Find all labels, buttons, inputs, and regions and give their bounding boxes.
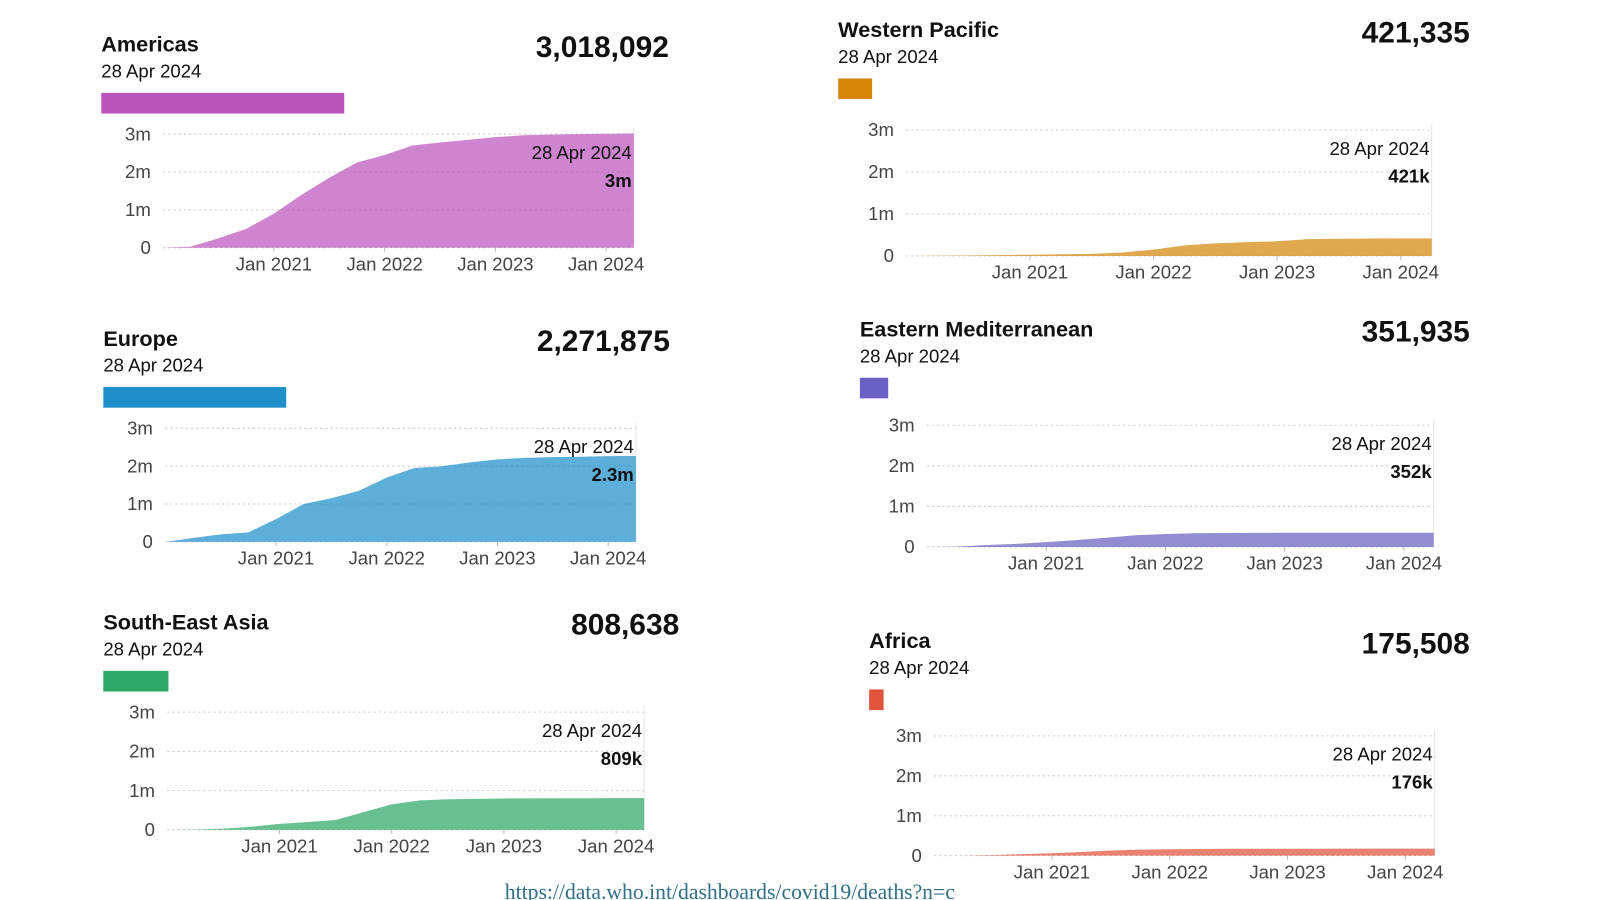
x-tick-label: Jan 2024	[1366, 553, 1442, 574]
y-tick-label: 3m	[125, 123, 151, 144]
x-tick-label: Jan 2022	[346, 253, 422, 274]
panel-total: 421,335	[1362, 16, 1470, 49]
y-tick-label: 0	[140, 237, 150, 258]
x-tick-label: Jan 2022	[1115, 262, 1191, 283]
panel-total: 175,508	[1362, 627, 1470, 660]
panel-title: Africa	[869, 628, 931, 653]
y-tick-label: 3m	[896, 725, 922, 746]
annotation-value: 2.3m	[592, 464, 634, 485]
total-bar	[101, 92, 345, 114]
total-bar	[869, 689, 884, 711]
x-tick-label: Jan 2024	[578, 836, 654, 857]
panel-total: 3,018,092	[536, 31, 669, 64]
panel-total: 808,638	[571, 609, 679, 642]
panel-date: 28 Apr 2024	[869, 657, 969, 678]
x-tick-label: Jan 2024	[568, 253, 644, 274]
annotation-date: 28 Apr 2024	[1332, 433, 1432, 454]
panel-date: 28 Apr 2024	[101, 60, 201, 81]
panel-title: Eastern Mediterranean	[860, 316, 1094, 341]
x-tick-label: Jan 2022	[1127, 553, 1203, 574]
y-tick-label: 2m	[868, 161, 894, 182]
panel-title: Western Pacific	[838, 17, 999, 42]
annotation-date: 28 Apr 2024	[1329, 138, 1429, 159]
annotation-value: 352k	[1390, 461, 1432, 482]
total-bar	[838, 78, 873, 100]
annotation-value: 176k	[1391, 772, 1433, 793]
x-tick-label: Jan 2023	[1249, 861, 1325, 882]
y-tick-label: 1m	[127, 493, 153, 514]
annotation-date: 28 Apr 2024	[542, 720, 642, 741]
y-tick-label: 0	[145, 819, 155, 840]
total-bar	[103, 670, 169, 692]
x-tick-label: Jan 2021	[1014, 861, 1090, 882]
annotation-value: 809k	[601, 748, 643, 769]
panel-date: 28 Apr 2024	[103, 355, 203, 376]
x-tick-label: Jan 2021	[236, 253, 312, 274]
x-tick-label: Jan 2021	[1008, 553, 1084, 574]
x-tick-label: Jan 2021	[992, 262, 1068, 283]
panel-total: 2,271,875	[537, 325, 670, 358]
panel-date: 28 Apr 2024	[838, 46, 938, 67]
y-tick-label: 0	[904, 536, 914, 557]
x-tick-label: Jan 2023	[1246, 553, 1322, 574]
x-tick-label: Jan 2024	[1363, 262, 1439, 283]
annotation-date: 28 Apr 2024	[1333, 744, 1433, 765]
annotation-value: 421k	[1388, 166, 1430, 187]
y-tick-label: 3m	[868, 119, 894, 140]
area	[167, 798, 645, 830]
total-bar	[103, 387, 287, 408]
area	[906, 238, 1432, 256]
source-link[interactable]: https://data.who.int/dashboards/covid19/…	[505, 880, 955, 900]
y-tick-label: 2m	[889, 455, 915, 476]
panel-title: Americas	[101, 32, 199, 57]
area	[165, 455, 636, 542]
y-tick-label: 1m	[889, 496, 915, 517]
y-tick-label: 3m	[127, 418, 153, 439]
panel-date: 28 Apr 2024	[860, 345, 960, 366]
y-tick-label: 0	[911, 845, 921, 866]
y-tick-label: 1m	[125, 199, 151, 220]
x-tick-label: Jan 2023	[457, 253, 533, 274]
area	[934, 848, 1435, 856]
annotation-value: 3m	[605, 170, 632, 191]
x-tick-label: Jan 2024	[1367, 861, 1443, 882]
x-tick-label: Jan 2023	[1239, 262, 1315, 283]
x-tick-label: Jan 2024	[570, 548, 646, 569]
panel-total: 351,935	[1362, 316, 1470, 349]
annotation-date: 28 Apr 2024	[532, 142, 632, 163]
x-tick-label: Jan 2023	[459, 548, 535, 569]
y-tick-label: 2m	[127, 455, 153, 476]
y-tick-label: 2m	[129, 741, 155, 762]
panel-date: 28 Apr 2024	[103, 638, 203, 659]
y-tick-label: 1m	[896, 805, 922, 826]
x-tick-label: Jan 2023	[466, 836, 542, 857]
panel-title: South-East Asia	[103, 610, 269, 635]
y-tick-label: 3m	[889, 414, 915, 435]
x-tick-label: Jan 2022	[354, 836, 430, 857]
annotation-date: 28 Apr 2024	[534, 436, 634, 457]
total-bar	[859, 377, 889, 399]
x-tick-label: Jan 2021	[241, 836, 317, 857]
y-tick-label: 1m	[129, 780, 155, 801]
y-tick-label: 3m	[129, 701, 155, 722]
x-tick-label: Jan 2022	[349, 548, 425, 569]
y-tick-label: 0	[143, 531, 153, 552]
y-tick-label: 2m	[125, 161, 151, 182]
area	[926, 532, 1434, 548]
panel-title: Europe	[103, 326, 178, 351]
x-tick-label: Jan 2021	[238, 548, 314, 569]
x-tick-label: Jan 2022	[1132, 861, 1208, 882]
y-tick-label: 0	[884, 245, 894, 266]
area	[163, 133, 634, 248]
y-tick-label: 1m	[868, 203, 894, 224]
y-tick-label: 2m	[896, 765, 922, 786]
